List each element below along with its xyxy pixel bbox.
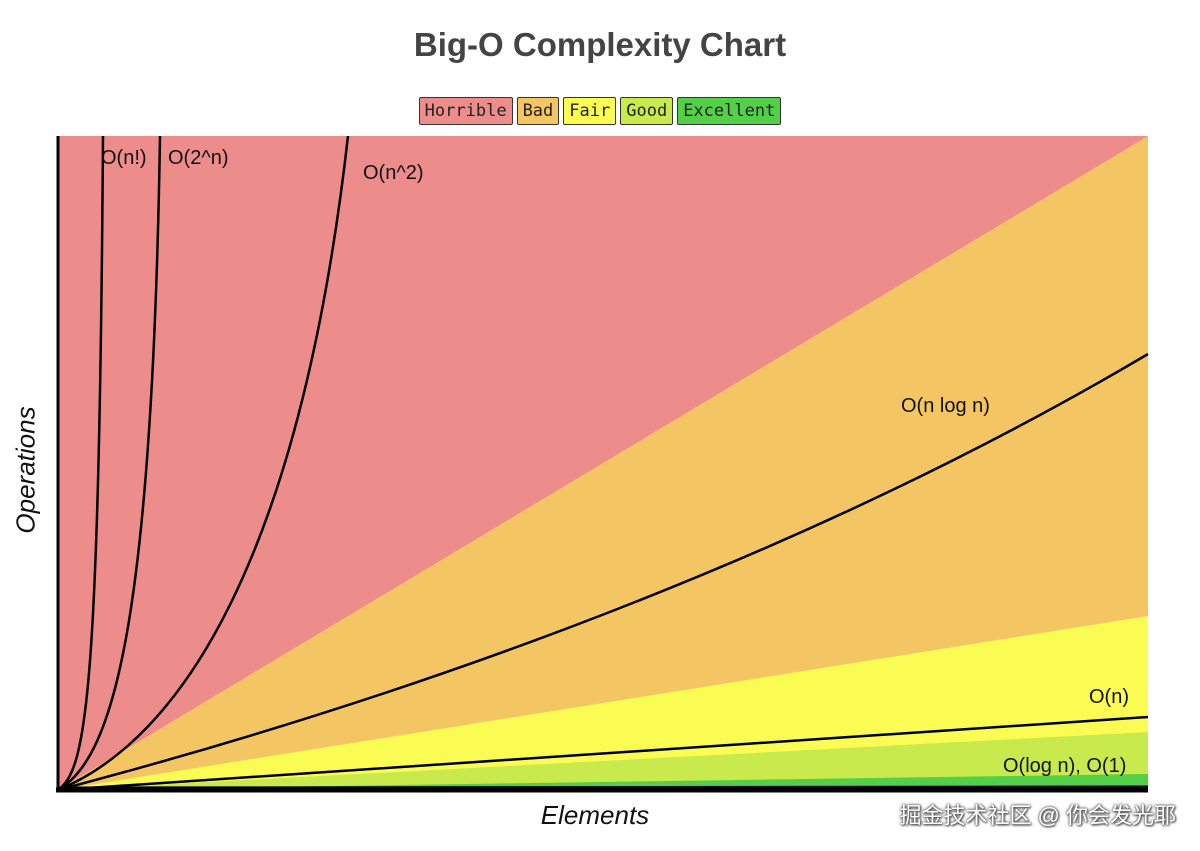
label-quadratic: O(n^2) — [363, 162, 424, 184]
x-axis-label: Elements — [540, 800, 650, 830]
watermark: 掘金技术社区 @ 你会发光耶 — [899, 803, 1176, 828]
curve-nlogn — [57, 352, 1149, 792]
legend: Horrible Bad Fair Good Excellent — [0, 97, 1200, 125]
legend-horrible: Horrible — [418, 97, 513, 125]
curve-factorial — [57, 135, 105, 792]
region-good — [58, 732, 1148, 790]
curve-quadratic — [57, 135, 350, 792]
label-nlogn: O(n log n) — [901, 395, 990, 417]
label-factorial: O(n!) — [101, 147, 147, 169]
legend-fair: Fair — [563, 97, 617, 125]
y-axis-label: Operations — [10, 406, 41, 534]
legend-excellent: Excellent — [677, 97, 782, 125]
legend-bad: Bad — [516, 97, 560, 125]
label-exponential: O(2^n) — [168, 147, 229, 169]
curve-linear — [57, 715, 1149, 792]
chart-title: Big-O Complexity Chart — [413, 26, 787, 63]
legend-good: Good — [620, 97, 674, 125]
curve-exponential — [57, 135, 162, 792]
region-bad — [58, 136, 1148, 790]
label-log-constant: O(log n), O(1) — [1003, 755, 1126, 777]
label-linear: O(n) — [1089, 686, 1129, 708]
